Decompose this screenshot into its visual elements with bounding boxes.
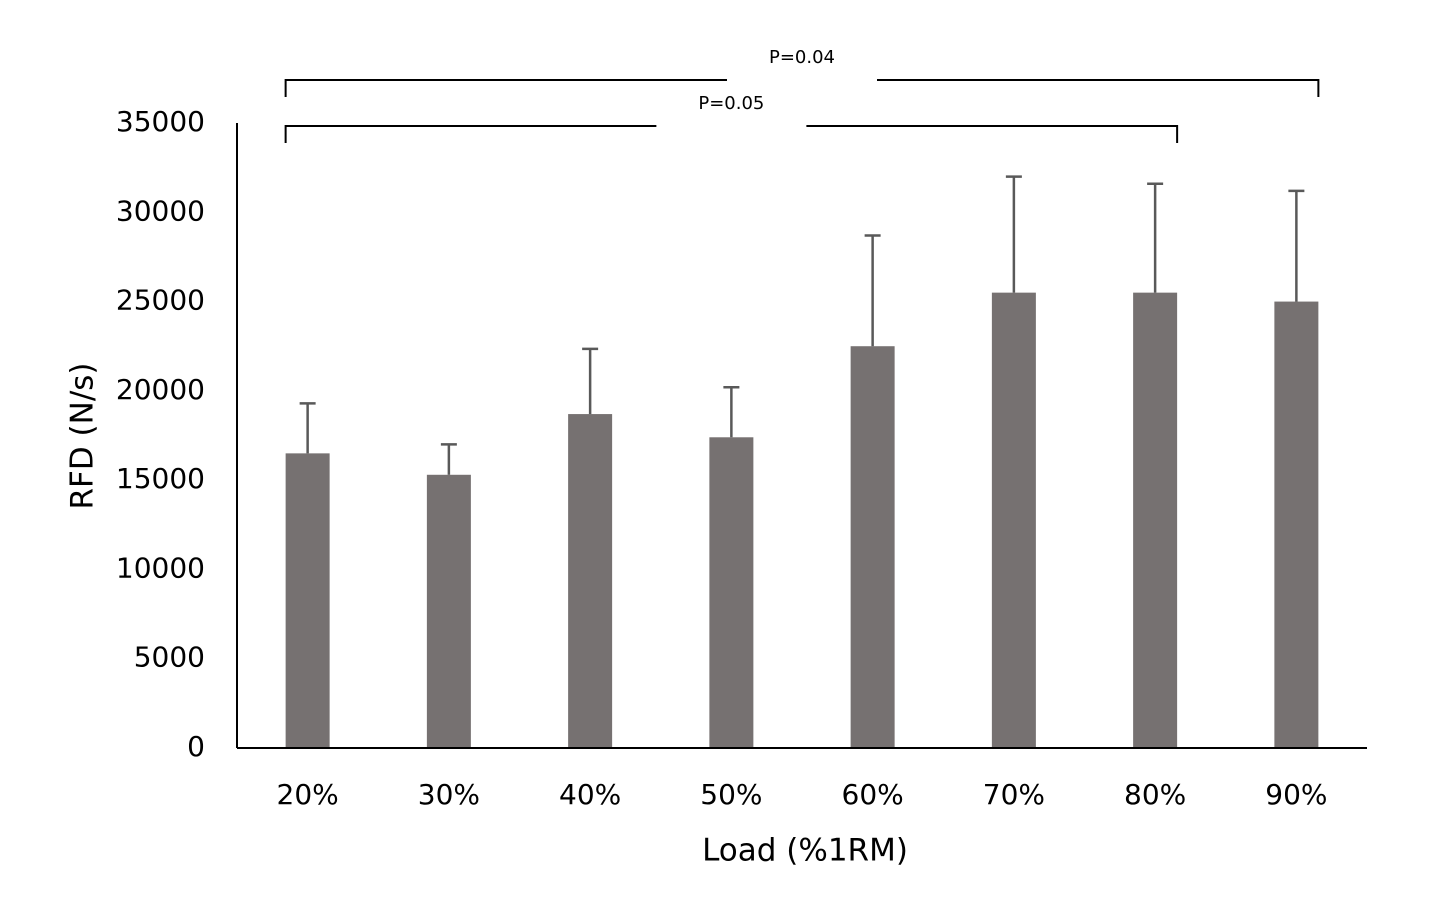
- bar: [568, 414, 613, 748]
- bar: [850, 346, 895, 748]
- y-tick-label: 25000: [116, 284, 205, 317]
- x-tick-label: 20%: [277, 778, 339, 811]
- y-tick-label: 20000: [116, 373, 205, 406]
- error-bar: [582, 347, 599, 415]
- error-bar: [723, 386, 740, 438]
- x-tick-label: 50%: [700, 778, 762, 811]
- x-tick-label: 80%: [1124, 778, 1186, 811]
- error-bar: [440, 443, 457, 475]
- x-tick-label: 90%: [1265, 778, 1327, 811]
- error-bar: [299, 402, 316, 454]
- y-axis-title: RFD (N/s): [65, 362, 101, 509]
- error-bar: [1147, 182, 1164, 293]
- x-axis-title: Load (%1RM): [702, 833, 908, 869]
- bar: [709, 437, 754, 748]
- annotation: P=0.04: [769, 47, 835, 68]
- x-tick-label: 30%: [418, 778, 480, 811]
- y-tick-label: 30000: [116, 194, 205, 227]
- y-tick-label: 5000: [134, 641, 205, 674]
- bar: [285, 453, 330, 748]
- x-tick-label: 60%: [842, 778, 904, 811]
- bar: [1133, 292, 1178, 748]
- bracket-label-bg: [727, 76, 877, 84]
- x-tick-label: 40%: [559, 778, 621, 811]
- bracket-label-bg: [656, 122, 807, 130]
- y-tick-label: 15000: [116, 462, 205, 495]
- bar: [1274, 301, 1319, 748]
- error-bar: [1005, 175, 1022, 293]
- x-tick-label: 70%: [983, 778, 1045, 811]
- y-tick-label: 35000: [116, 105, 205, 138]
- y-tick-label: 10000: [116, 551, 205, 584]
- annotation: P=0.05: [698, 93, 764, 114]
- bar: [991, 292, 1036, 748]
- error-bar: [864, 234, 881, 347]
- y-tick-label: 0: [187, 730, 205, 763]
- bar: [426, 474, 471, 748]
- error-bar: [1288, 189, 1305, 302]
